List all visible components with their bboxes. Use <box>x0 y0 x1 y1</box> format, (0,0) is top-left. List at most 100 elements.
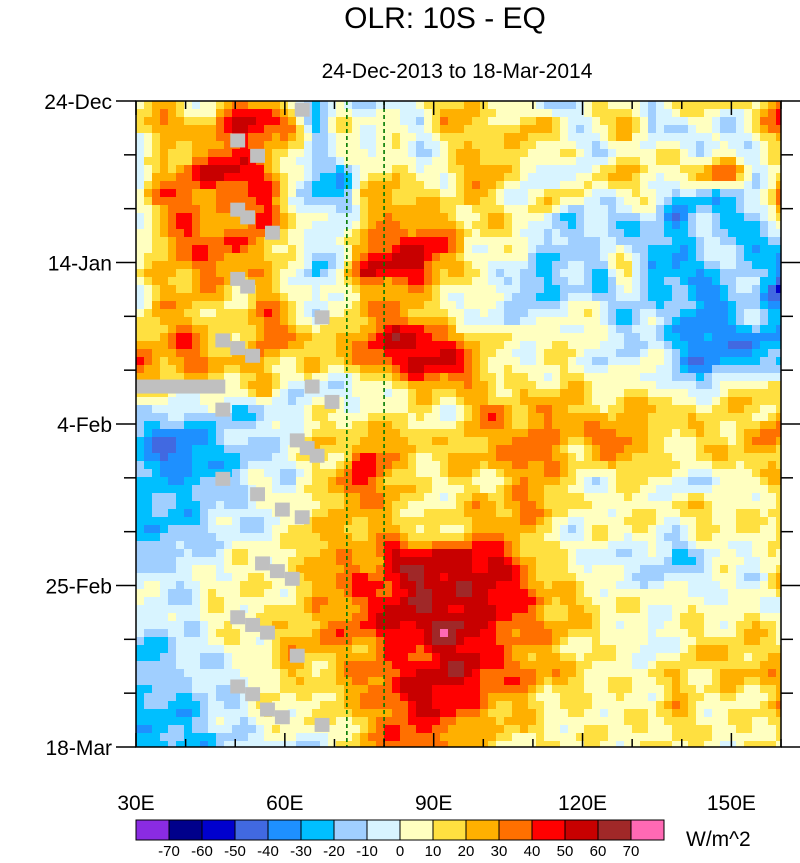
field-cell <box>296 493 305 502</box>
field-cell <box>200 541 209 550</box>
field-cell <box>752 125 761 134</box>
field-cell <box>616 237 625 246</box>
field-cell <box>184 245 193 254</box>
field-cell <box>472 581 481 590</box>
field-cell <box>240 253 249 262</box>
field-cell <box>488 253 497 262</box>
field-cell <box>184 173 193 182</box>
field-cell <box>144 549 153 558</box>
field-cell <box>232 189 241 198</box>
field-cell <box>392 341 401 350</box>
field-cell <box>680 461 689 470</box>
field-cell <box>184 485 193 494</box>
field-cell <box>400 533 409 542</box>
field-cell <box>728 261 737 270</box>
field-cell <box>752 317 761 326</box>
field-cell <box>432 253 441 262</box>
chart-subtitle: 24-Dec-2013 to 18-Mar-2014 <box>322 60 593 83</box>
field-cell <box>280 317 289 326</box>
field-cell <box>776 197 781 206</box>
field-cell <box>592 133 601 142</box>
field-cell <box>488 477 497 486</box>
field-cell <box>160 117 169 126</box>
field-cell <box>696 469 705 478</box>
field-cell <box>768 301 777 310</box>
field-cell <box>544 221 553 230</box>
field-cell <box>256 213 265 222</box>
field-cell <box>616 453 625 462</box>
field-cell <box>312 533 321 542</box>
field-cell <box>480 253 489 262</box>
field-cell <box>760 117 769 126</box>
field-cell <box>744 509 753 518</box>
field-cell <box>464 533 473 542</box>
field-cell <box>544 445 553 454</box>
field-cell <box>576 181 585 190</box>
field-cell <box>232 101 241 110</box>
field-cell <box>584 317 593 326</box>
field-cell <box>312 589 321 598</box>
field-cell <box>760 221 769 230</box>
field-cell <box>312 101 321 110</box>
field-cell <box>568 253 577 262</box>
field-cell <box>472 149 481 158</box>
field-cell <box>776 277 781 286</box>
field-cell <box>520 101 529 110</box>
field-cell <box>192 421 201 430</box>
field-cell <box>696 245 705 254</box>
field-cell <box>544 101 553 110</box>
field-cell <box>688 517 697 526</box>
field-cell <box>136 517 145 526</box>
field-cell <box>152 309 161 318</box>
field-cell <box>648 253 657 262</box>
field-cell <box>632 373 641 382</box>
field-cell <box>768 493 777 502</box>
field-cell <box>192 141 201 150</box>
field-cell <box>704 253 713 262</box>
field-cell <box>400 565 409 574</box>
field-cell <box>432 261 441 270</box>
field-cell <box>744 165 753 174</box>
field-cell <box>376 549 385 558</box>
field-cell <box>256 237 265 246</box>
field-cell <box>344 245 353 254</box>
field-cell <box>176 413 185 422</box>
field-cell <box>280 237 289 246</box>
field-cell <box>144 517 153 526</box>
field-cell <box>352 301 361 310</box>
field-cell <box>704 269 713 278</box>
field-cell <box>432 581 441 590</box>
field-cell <box>312 277 321 286</box>
field-cell <box>752 229 761 238</box>
field-cell <box>456 309 465 318</box>
field-cell <box>584 373 593 382</box>
field-cell <box>496 445 505 454</box>
field-cell <box>184 477 193 486</box>
field-cell <box>432 237 441 246</box>
field-cell <box>200 101 209 110</box>
field-cell <box>440 373 449 382</box>
field-cell <box>136 525 145 534</box>
field-cell <box>496 341 505 350</box>
field-cell <box>584 509 593 518</box>
field-cell <box>264 221 273 230</box>
field-cell <box>704 509 713 518</box>
field-cell <box>184 197 193 206</box>
field-cell <box>504 485 513 494</box>
field-cell <box>264 589 273 598</box>
field-cell <box>544 125 553 134</box>
field-cell <box>496 229 505 238</box>
field-cell <box>256 285 265 294</box>
field-cell <box>400 525 409 534</box>
field-cell <box>240 317 249 326</box>
field-cell <box>360 301 369 310</box>
field-cell <box>584 541 593 550</box>
field-cell <box>152 517 161 526</box>
field-cell <box>592 173 601 182</box>
field-cell <box>264 485 273 494</box>
field-cell <box>136 405 145 414</box>
field-cell <box>584 157 593 166</box>
field-cell <box>560 565 569 574</box>
field-cell <box>280 173 289 182</box>
field-cell <box>336 453 345 462</box>
